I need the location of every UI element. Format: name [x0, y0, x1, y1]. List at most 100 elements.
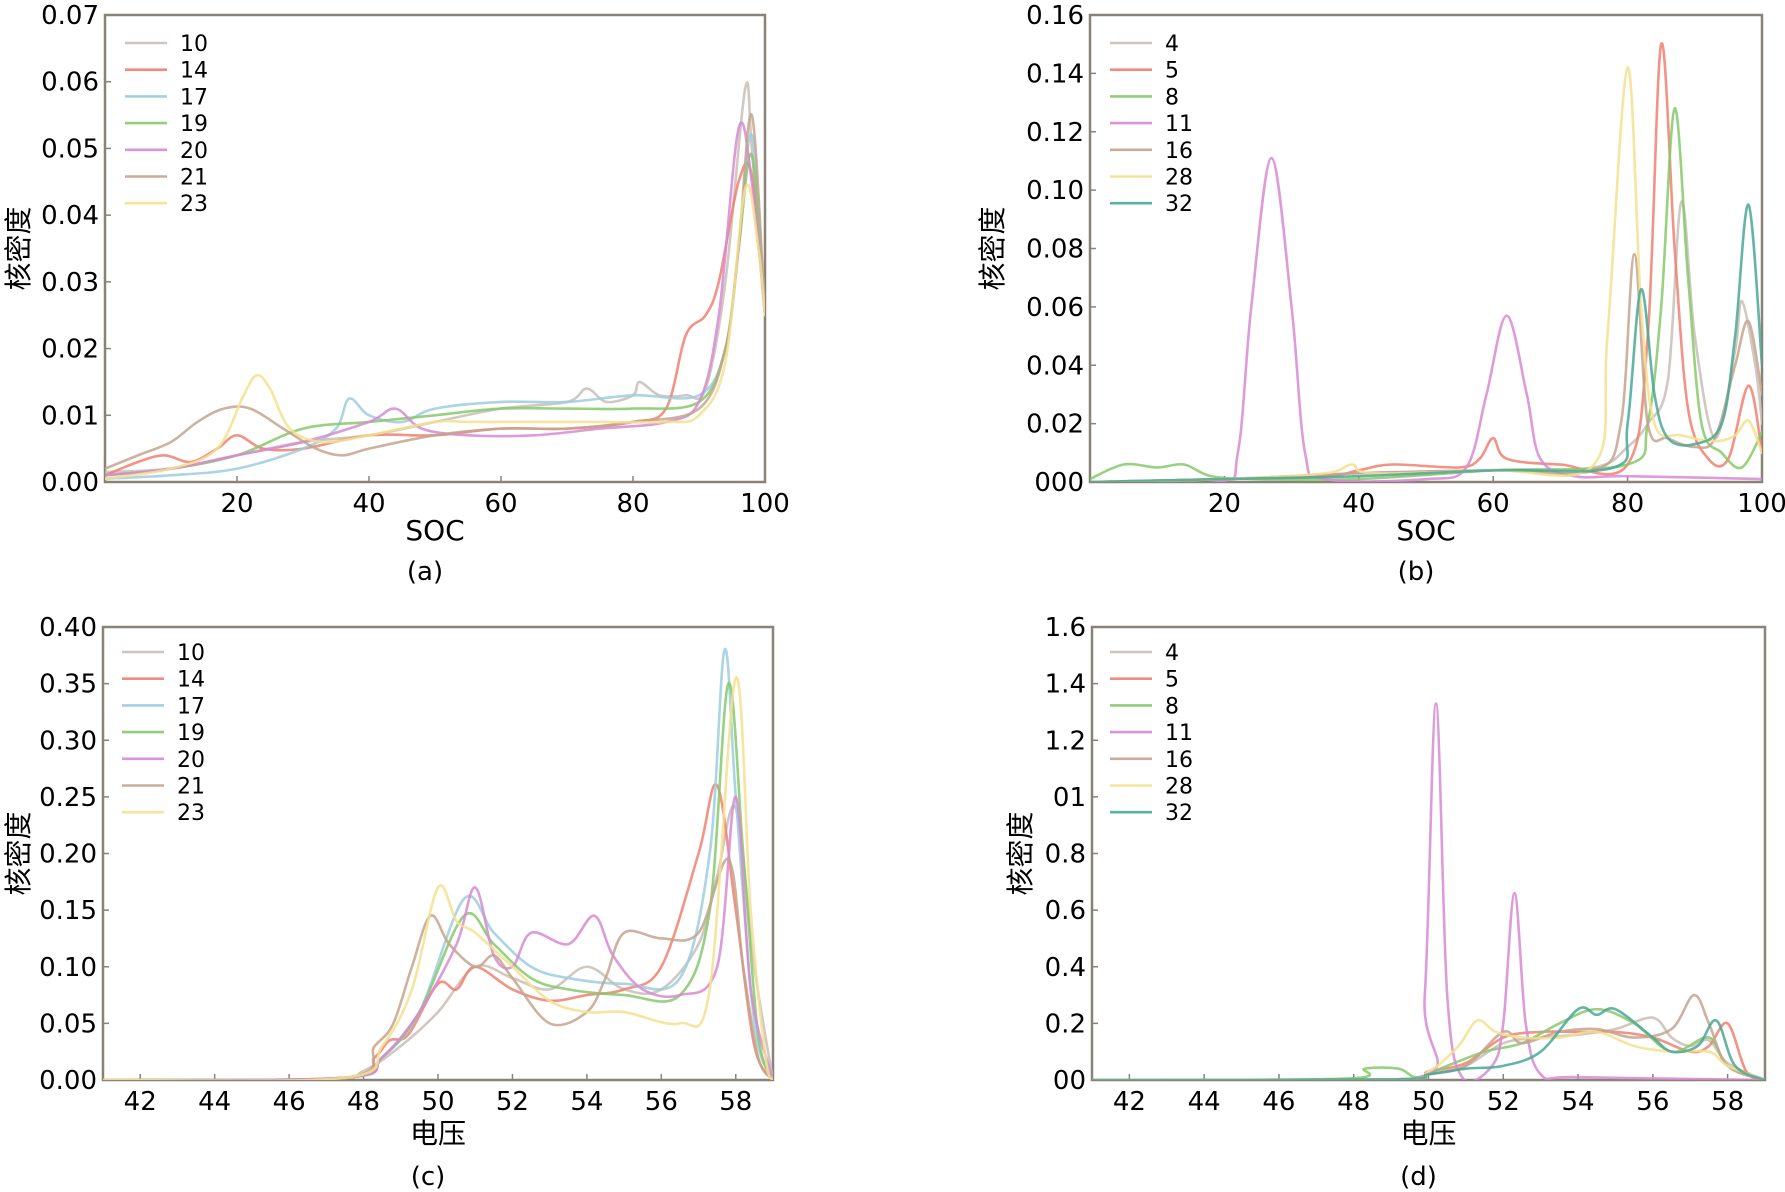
y-tick-label: 0.08 [1026, 235, 1084, 265]
panel-label: (c) [411, 1162, 446, 1192]
series-line-21 [103, 857, 773, 1080]
y-tick-label: 0.2 [1045, 1009, 1086, 1039]
y-tick-label: 0.20 [39, 840, 97, 870]
y-tick-label: 0.10 [39, 953, 97, 983]
x-tick-label: 40 [352, 489, 385, 519]
legend-label-17: 17 [177, 694, 205, 719]
legend-label-28: 28 [1165, 166, 1193, 191]
legend-label-8: 8 [1165, 694, 1179, 719]
legend-label-32: 32 [1165, 192, 1193, 217]
y-axis-label: 核密度 [976, 206, 1009, 290]
legend-label-11: 11 [1165, 721, 1193, 746]
y-tick-label: 01 [1053, 783, 1086, 813]
legend-label-32: 32 [1165, 801, 1193, 826]
legend-label-8: 8 [1165, 85, 1179, 110]
y-tick-label: 0.04 [1026, 351, 1084, 381]
legend-label-14: 14 [177, 668, 205, 693]
y-tick-label: 0.06 [1026, 293, 1084, 323]
y-tick-label: 0.4 [1045, 953, 1086, 983]
y-tick-label: 0.14 [1026, 59, 1084, 89]
chart-panel-c: 42 44 46 48 50 52 54 56 58 0.00 0.05 0.10 0.15 0.20 0.… [2, 613, 775, 1192]
y-tick-label: 0.00 [41, 468, 99, 498]
panel-label: (d) [1400, 1162, 1437, 1192]
series-line-23 [105, 183, 765, 480]
x-tick-label: 44 [198, 1087, 231, 1117]
y-tick-label: 0.07 [41, 1, 99, 31]
x-tick-label: 60 [1477, 489, 1510, 519]
x-axis-label: 电压 [1400, 1117, 1456, 1150]
x-tick-label: 56 [645, 1087, 678, 1117]
legend-label-21: 21 [177, 775, 205, 800]
x-tick-label: 54 [1562, 1087, 1595, 1117]
y-tick-label: 0.00 [39, 1066, 97, 1096]
legend-label-20: 20 [180, 139, 208, 164]
x-tick-label: 20 [220, 489, 253, 519]
x-tick-label: 56 [1636, 1087, 1669, 1117]
y-tick-label: 0.04 [41, 201, 99, 231]
series-line-11 [1092, 702, 1765, 1080]
series-line-32 [1090, 203, 1762, 482]
legend-label-11: 11 [1165, 112, 1193, 137]
legend-label-19: 19 [177, 721, 205, 746]
x-tick-label: 48 [347, 1087, 380, 1117]
legend-label-16: 16 [1165, 139, 1193, 164]
series-line-28 [1090, 66, 1762, 482]
chart-panel-b: 20 40 60 80 100 000 0.02 0.04 0.06 0.08 0.10 0.12 0.… [976, 1, 1785, 587]
series-line-11 [1090, 156, 1762, 482]
legend-label-5: 5 [1165, 668, 1179, 693]
legend-label-20: 20 [177, 748, 205, 773]
x-tick-label: 50 [1412, 1087, 1445, 1117]
legend-label-17: 17 [180, 85, 208, 110]
y-tick-label: 0.8 [1045, 840, 1086, 870]
y-tick-label: 0.01 [41, 401, 99, 431]
x-axis-label: SOC [1396, 514, 1455, 547]
legend-label-4: 4 [1165, 32, 1179, 57]
series-group [1090, 42, 1762, 482]
x-tick-label: 48 [1337, 1087, 1370, 1117]
legend-label-10: 10 [180, 32, 208, 57]
y-tick-label: 0.12 [1026, 118, 1084, 148]
legend-label-23: 23 [177, 801, 205, 826]
series-group [105, 81, 765, 480]
x-tick-label: 46 [273, 1087, 306, 1117]
y-tick-label: 0.03 [41, 268, 99, 298]
legend-label-21: 21 [180, 166, 208, 191]
panel-label: (b) [1398, 557, 1435, 587]
y-tick-label: 0.16 [1026, 1, 1084, 31]
series-line-32 [1092, 1006, 1765, 1080]
x-tick-label: 52 [496, 1087, 529, 1117]
legend-label-5: 5 [1165, 59, 1179, 84]
y-tick-label: 0.10 [1026, 176, 1084, 206]
chart-panel-d: 42 44 46 48 50 52 54 56 58000.20.40.60.8011.21.4… [1004, 613, 1767, 1192]
plot-frame [1090, 625, 1767, 1082]
y-tick-label: 000 [1034, 468, 1084, 498]
x-tick-label: 44 [1188, 1087, 1221, 1117]
x-tick-label: 100 [1737, 489, 1785, 519]
x-tick-label: 100 [740, 489, 790, 519]
x-axis-label: 电压 [410, 1117, 466, 1150]
y-tick-label: 1.6 [1045, 613, 1086, 643]
x-tick-label: 40 [1342, 489, 1375, 519]
legend-label-23: 23 [180, 192, 208, 217]
y-tick-label: 0.6 [1045, 896, 1086, 926]
legend-label-10: 10 [177, 641, 205, 666]
y-tick-label: 1.2 [1045, 726, 1086, 756]
y-tick-label: 0.06 [41, 68, 99, 98]
x-tick-label: 20 [1208, 489, 1241, 519]
x-tick-label: 80 [616, 489, 649, 519]
series-line-23 [103, 676, 773, 1080]
y-tick-label: 00 [1053, 1066, 1086, 1096]
x-tick-label: 54 [570, 1087, 603, 1117]
series-line-8 [1090, 107, 1762, 482]
series-line-20 [103, 795, 773, 1080]
legend-label-28: 28 [1165, 775, 1193, 800]
y-axis-label: 核密度 [1004, 811, 1037, 895]
series-line-14 [103, 783, 773, 1080]
x-tick-label: 52 [1487, 1087, 1520, 1117]
y-axis-label: 核密度 [2, 811, 35, 895]
x-tick-label: 60 [484, 489, 517, 519]
legend-label-14: 14 [180, 59, 208, 84]
legend-label-16: 16 [1165, 748, 1193, 773]
y-tick-label: 0.05 [39, 1009, 97, 1039]
